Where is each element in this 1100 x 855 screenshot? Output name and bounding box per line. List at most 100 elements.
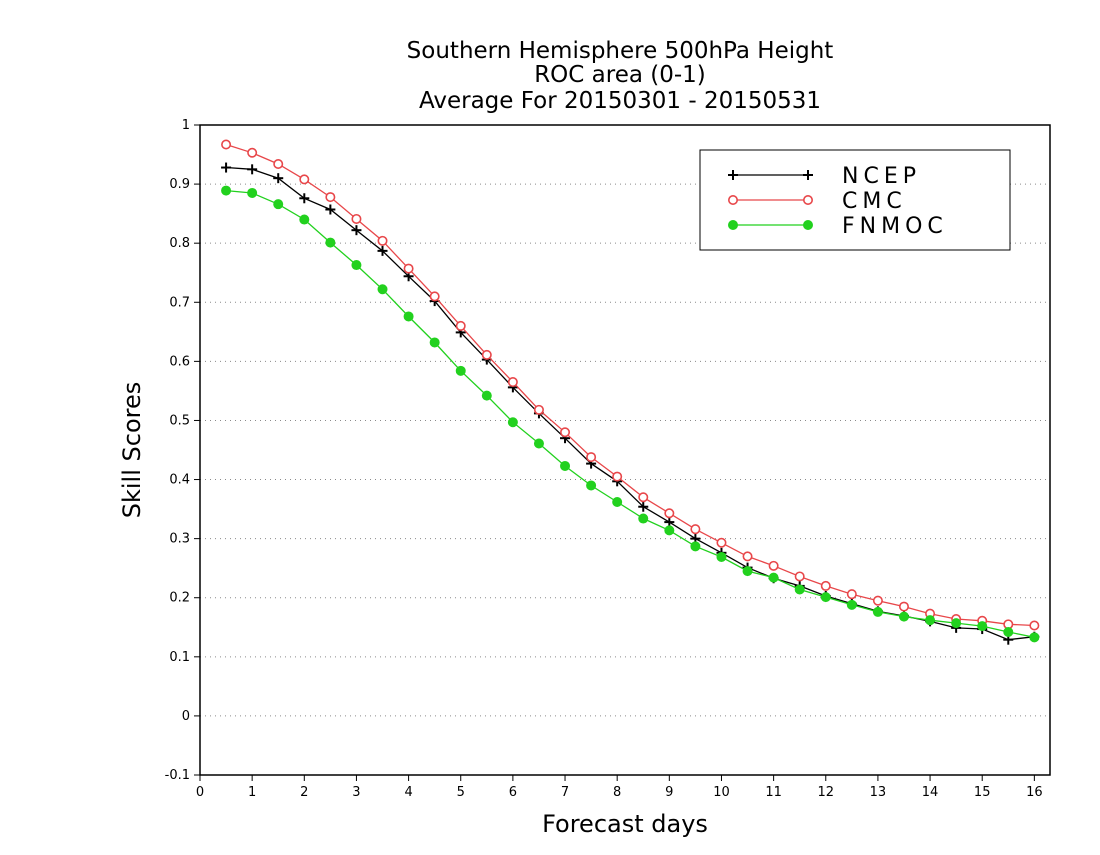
data-point-fnmoc bbox=[768, 572, 779, 583]
data-point-cmc bbox=[846, 589, 857, 600]
data-point-fnmoc bbox=[325, 237, 336, 248]
data-point-fnmoc bbox=[846, 599, 857, 610]
x-tick-label: 15 bbox=[974, 785, 991, 800]
y-tick-label: 0.7 bbox=[169, 295, 190, 310]
data-point-fnmoc bbox=[664, 525, 675, 536]
data-point-cmc bbox=[221, 139, 232, 150]
axis-ticks: -0.100.10.20.30.40.50.60.70.80.910 1 2 3 4 5 6… bbox=[165, 118, 1043, 800]
legend-marker bbox=[728, 170, 738, 180]
data-point-fnmoc bbox=[429, 337, 440, 348]
data-point-fnmoc bbox=[273, 199, 284, 210]
y-tick-label: 0 bbox=[182, 709, 190, 724]
data-point-cmc bbox=[612, 471, 623, 482]
y-tick-label: 0.6 bbox=[169, 354, 190, 369]
y-tick-label: 0.3 bbox=[169, 532, 190, 547]
data-point-fnmoc bbox=[299, 214, 310, 225]
legend-marker bbox=[803, 220, 813, 230]
data-point-cmc bbox=[690, 524, 701, 535]
data-point-fnmoc bbox=[794, 584, 805, 595]
legend-marker bbox=[728, 220, 738, 230]
data-point-cmc bbox=[664, 508, 675, 519]
data-point-cmc bbox=[742, 551, 753, 562]
y-tick-label: 0.5 bbox=[169, 413, 190, 428]
plot-frame bbox=[199, 124, 1051, 776]
y-tick-label: -0.1 bbox=[165, 768, 190, 783]
x-tick-label: 16 bbox=[1026, 785, 1043, 800]
data-point-fnmoc bbox=[481, 390, 492, 401]
legend-marker bbox=[727, 195, 738, 206]
legend-label: FNMOC bbox=[842, 214, 948, 239]
x-tick-label: 14 bbox=[922, 785, 939, 800]
x-tick-label: 12 bbox=[817, 785, 834, 800]
data-point-fnmoc bbox=[533, 438, 544, 449]
series-fnmoc bbox=[221, 185, 1040, 643]
data-point-cmc bbox=[638, 492, 649, 503]
x-tick-label: 8 bbox=[613, 785, 621, 800]
data-point-ncep bbox=[247, 164, 258, 175]
data-point-fnmoc bbox=[742, 566, 753, 577]
x-tick-label: 7 bbox=[561, 785, 569, 800]
data-point-fnmoc bbox=[507, 417, 518, 428]
data-point-fnmoc bbox=[872, 606, 883, 617]
y-tick-label: 0.2 bbox=[169, 591, 190, 606]
data-point-ncep bbox=[638, 501, 649, 512]
data-point-ncep bbox=[351, 225, 362, 236]
data-point-cmc bbox=[560, 427, 571, 438]
data-point-fnmoc bbox=[377, 284, 388, 295]
grid-lines bbox=[200, 183, 1050, 717]
y-tick-label: 0.8 bbox=[169, 236, 190, 251]
legend-label: NCEP bbox=[842, 164, 921, 189]
legend-item-ncep: NCEP bbox=[728, 164, 921, 189]
x-tick-label: 0 bbox=[196, 785, 204, 800]
x-tick-label: 6 bbox=[509, 785, 517, 800]
x-tick-label: 11 bbox=[765, 785, 782, 800]
data-point-fnmoc bbox=[1029, 632, 1040, 643]
data-point-cmc bbox=[351, 213, 362, 224]
legend-marker bbox=[802, 195, 813, 206]
data-point-ncep bbox=[221, 162, 232, 173]
data-point-cmc bbox=[299, 174, 310, 185]
data-point-fnmoc bbox=[560, 460, 571, 471]
data-point-fnmoc bbox=[690, 541, 701, 552]
series-cmc bbox=[221, 139, 1040, 631]
data-point-ncep bbox=[273, 173, 284, 184]
data-point-fnmoc bbox=[1003, 627, 1014, 637]
data-point-fnmoc bbox=[977, 621, 988, 632]
data-point-cmc bbox=[898, 601, 909, 612]
data-point-fnmoc bbox=[612, 497, 623, 507]
data-point-cmc bbox=[247, 147, 258, 158]
x-tick-label: 1 bbox=[248, 785, 256, 800]
series-line-fnmoc bbox=[226, 189, 1035, 638]
data-point-cmc bbox=[533, 404, 544, 415]
data-point-fnmoc bbox=[716, 551, 727, 562]
y-tick-label: 0.9 bbox=[169, 177, 190, 192]
data-point-cmc bbox=[820, 580, 831, 591]
data-point-cmc bbox=[273, 159, 284, 170]
data-point-cmc bbox=[377, 235, 388, 246]
data-point-cmc bbox=[1029, 620, 1040, 631]
x-axis-label: Forecast days bbox=[542, 810, 708, 838]
legend-item-cmc: CMC bbox=[727, 189, 902, 214]
data-point-fnmoc bbox=[403, 311, 414, 322]
data-point-ncep bbox=[377, 245, 388, 256]
data-point-ncep bbox=[325, 204, 336, 215]
x-tick-label: 13 bbox=[870, 785, 887, 800]
y-axis-label: Skill Scores bbox=[118, 382, 146, 519]
data-point-cmc bbox=[403, 263, 414, 274]
data-point-cmc bbox=[455, 320, 466, 331]
data-point-cmc bbox=[872, 595, 883, 606]
y-tick-label: 1 bbox=[182, 118, 190, 133]
data-point-fnmoc bbox=[898, 611, 909, 622]
data-point-cmc bbox=[716, 537, 727, 548]
data-point-fnmoc bbox=[925, 615, 936, 626]
data-point-cmc bbox=[481, 349, 492, 360]
x-tick-label: 3 bbox=[352, 785, 360, 800]
data-point-fnmoc bbox=[586, 480, 597, 491]
data-point-fnmoc bbox=[951, 618, 962, 629]
chart-title: Southern Hemisphere 500hPa Height bbox=[407, 38, 834, 64]
data-point-fnmoc bbox=[455, 365, 466, 376]
data-point-cmc bbox=[586, 452, 597, 463]
